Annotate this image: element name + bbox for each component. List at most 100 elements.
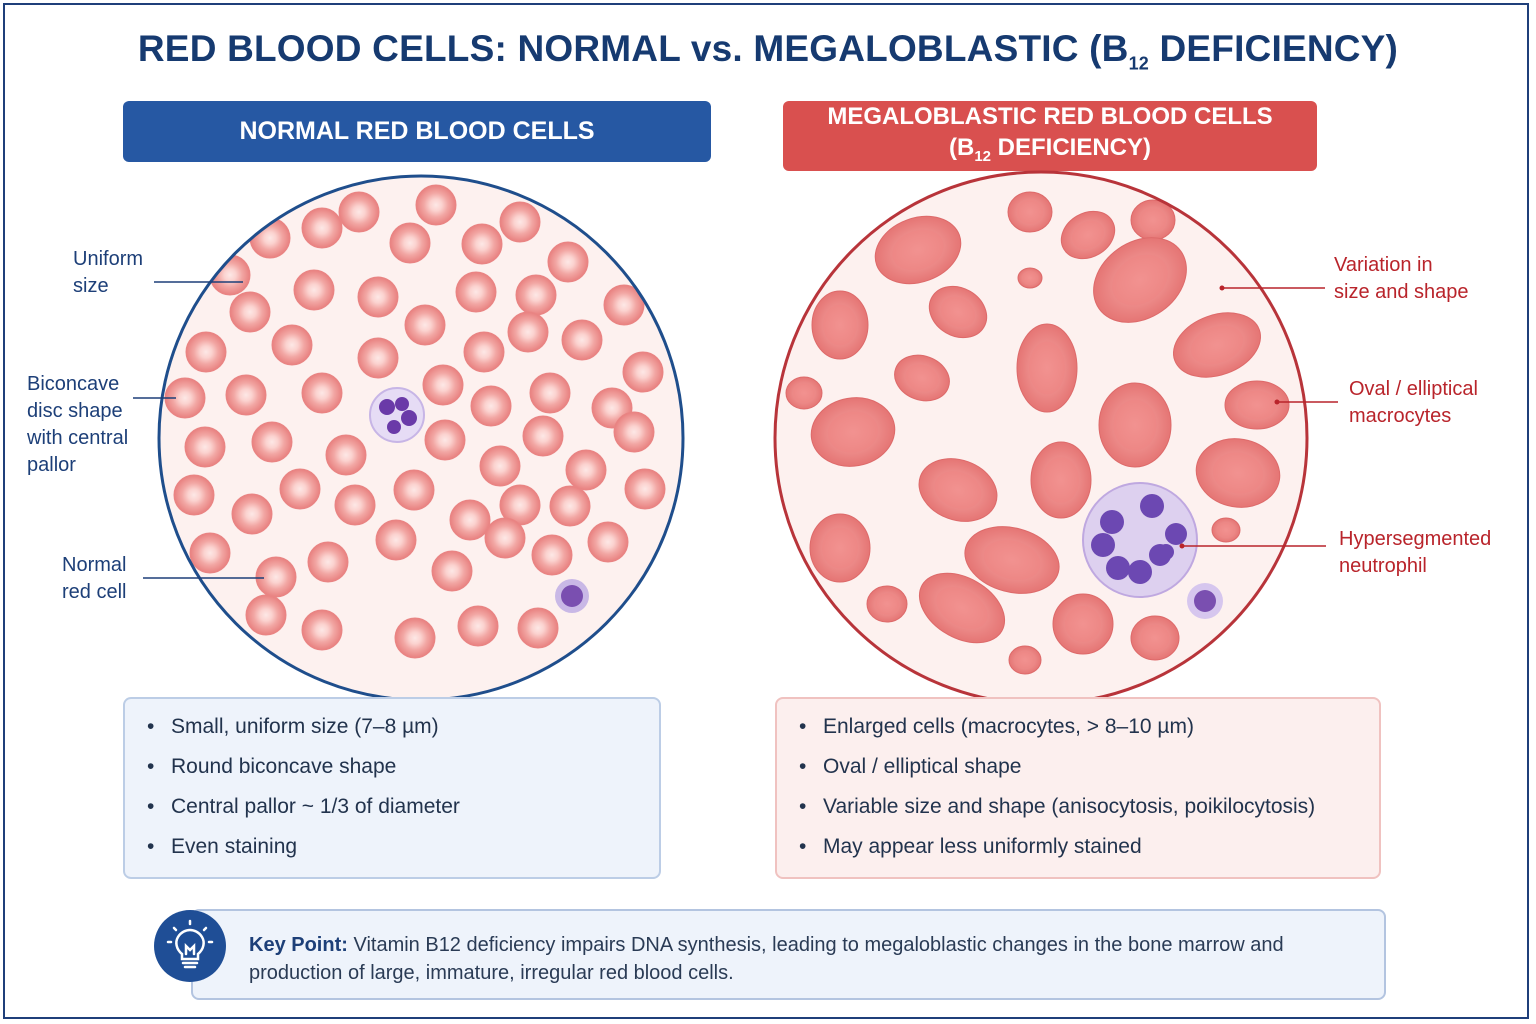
label-normal-red-cell: Normal red cell bbox=[62, 554, 127, 603]
normal-red-cell bbox=[338, 191, 380, 233]
normal-red-cell bbox=[422, 364, 464, 406]
normal-red-cell bbox=[622, 351, 664, 393]
normal-red-cell bbox=[357, 337, 399, 379]
normal-red-cell bbox=[499, 201, 541, 243]
megaloblastic-cell-center bbox=[983, 540, 1041, 580]
normal-red-cell bbox=[457, 605, 499, 647]
normal-red-cell bbox=[393, 469, 435, 511]
megaloblastic-cell-center bbox=[1113, 399, 1157, 451]
normal-red-cell bbox=[603, 284, 645, 326]
megaloblastic-cell-center bbox=[1112, 254, 1168, 306]
normal-red-cell bbox=[255, 556, 297, 598]
normal-red-cell bbox=[624, 468, 666, 510]
normal-red-cell bbox=[484, 517, 526, 559]
normal-feature-item: Small, uniform size (7–8 µm) bbox=[147, 713, 659, 753]
label-variation: Variation in size and shape bbox=[1334, 254, 1469, 303]
megaloblastic-cell-center bbox=[1140, 624, 1170, 652]
megaloblastic-feature-item: Oval / elliptical shape bbox=[799, 753, 1379, 793]
normal-header: NORMAL RED BLOOD CELLS bbox=[123, 101, 711, 162]
normal-red-cell bbox=[549, 485, 591, 527]
page-title: RED BLOOD CELLS: NORMAL vs. MEGALOBLASTI… bbox=[137, 28, 1399, 74]
megaloblastic-cell-center bbox=[1139, 208, 1167, 232]
normal-red-cell bbox=[229, 291, 271, 333]
megaloblastic-cell-center bbox=[1072, 220, 1104, 250]
lightbulb-icon bbox=[154, 910, 226, 982]
normal-red-cell bbox=[245, 594, 287, 636]
megaloblastic-features-box: Enlarged cells (macrocytes, > 8–10 µm) O… bbox=[775, 697, 1381, 879]
megaloblastic-header: MEGALOBLASTIC RED BLOOD CELLS (B12 DEFIC… bbox=[783, 101, 1317, 171]
normal-red-cell bbox=[357, 276, 399, 318]
label-oval-macrocytes: Oval / elliptical macrocytes bbox=[1349, 378, 1478, 427]
normal-red-cell bbox=[470, 385, 512, 427]
normal-red-cell bbox=[185, 331, 227, 373]
megaloblastic-cell-center bbox=[827, 411, 879, 453]
megaloblastic-cell-center bbox=[1217, 522, 1235, 538]
normal-features-box: Small, uniform size (7–8 µm) Round bicon… bbox=[123, 697, 661, 879]
normal-red-cell bbox=[375, 519, 417, 561]
normal-red-cell bbox=[424, 419, 466, 461]
normal-red-cell bbox=[334, 484, 376, 526]
normal-feature-item: Round biconcave shape bbox=[147, 753, 659, 793]
normal-red-cell bbox=[301, 207, 343, 249]
normal-red-cell bbox=[507, 311, 549, 353]
normal-feature-item: Central pallor ~ 1/3 of diameter bbox=[147, 793, 659, 833]
megaloblastic-cell-center bbox=[934, 471, 982, 509]
megaloblastic-cell-center bbox=[1065, 606, 1101, 642]
megaloblastic-feature-item: Enlarged cells (macrocytes, > 8–10 µm) bbox=[799, 713, 1379, 753]
megaloblastic-cell-center bbox=[1043, 457, 1079, 503]
megaloblastic-cell-center bbox=[892, 229, 944, 271]
megaloblastic-cell-center bbox=[1212, 452, 1264, 494]
megaloblastic-cell-center bbox=[822, 527, 858, 569]
normal-red-cell bbox=[293, 269, 335, 311]
normal-red-cell bbox=[307, 541, 349, 583]
normal-neutrophil bbox=[369, 387, 425, 443]
normal-red-cell bbox=[461, 223, 503, 265]
normal-red-cell bbox=[271, 324, 313, 366]
megaloblastic-cell-center bbox=[1015, 651, 1035, 669]
label-hypersegmented: Hypersegmented neutrophil bbox=[1339, 528, 1492, 577]
megaloblastic-cell-center bbox=[936, 587, 988, 629]
small-lymphocyte bbox=[555, 579, 589, 613]
normal-red-cell bbox=[561, 319, 603, 361]
small-lymphocyte-right bbox=[1187, 583, 1223, 619]
key-point-text: Key Point: Vitamin B12 deficiency impair… bbox=[249, 934, 1284, 984]
normal-red-cell bbox=[565, 449, 607, 491]
megaloblastic-cell-center bbox=[905, 364, 939, 392]
megaloblastic-cell-center bbox=[1190, 325, 1244, 365]
outer-frame bbox=[3, 3, 1529, 1019]
normal-feature-item: Even staining bbox=[147, 833, 659, 873]
normal-red-cell bbox=[522, 415, 564, 457]
megaloblastic-cell-center bbox=[875, 593, 899, 615]
normal-red-cell bbox=[184, 426, 226, 468]
normal-red-cell bbox=[301, 372, 343, 414]
normal-red-cell bbox=[449, 499, 491, 541]
megaloblastic-feature-item: Variable size and shape (anisocytosis, p… bbox=[799, 793, 1379, 833]
megaloblastic-cell-center bbox=[1016, 200, 1044, 224]
normal-red-cell bbox=[463, 331, 505, 373]
megaloblastic-cell-center bbox=[1029, 341, 1065, 395]
key-point-box: Key Point: Vitamin B12 deficiency impair… bbox=[191, 909, 1386, 1000]
normal-red-cell bbox=[225, 374, 267, 416]
megaloblastic-cell-center bbox=[940, 296, 976, 328]
normal-red-cell bbox=[415, 184, 457, 226]
label-biconcave-disc: Biconcave disc shape with central pallor bbox=[27, 373, 129, 476]
label-uniform-size: Uniform size bbox=[73, 248, 144, 297]
normal-red-cell bbox=[394, 617, 436, 659]
megaloblastic-cell-center bbox=[1237, 390, 1277, 420]
normal-red-cell bbox=[455, 271, 497, 313]
normal-red-cell bbox=[189, 532, 231, 574]
normal-red-cell bbox=[531, 534, 573, 576]
normal-red-cell bbox=[515, 274, 557, 316]
normal-red-cell bbox=[587, 521, 629, 563]
normal-cells-group bbox=[164, 184, 666, 659]
megaloblastic-feature-item: May appear less uniformly stained bbox=[799, 833, 1379, 873]
hypersegmented-neutrophil bbox=[1082, 482, 1198, 598]
normal-red-cell bbox=[251, 421, 293, 463]
normal-red-cell bbox=[529, 372, 571, 414]
normal-red-cell bbox=[389, 222, 431, 264]
normal-red-cell bbox=[404, 304, 446, 346]
normal-red-cell bbox=[279, 468, 321, 510]
normal-red-cell bbox=[517, 607, 559, 649]
normal-red-cell bbox=[479, 445, 521, 487]
